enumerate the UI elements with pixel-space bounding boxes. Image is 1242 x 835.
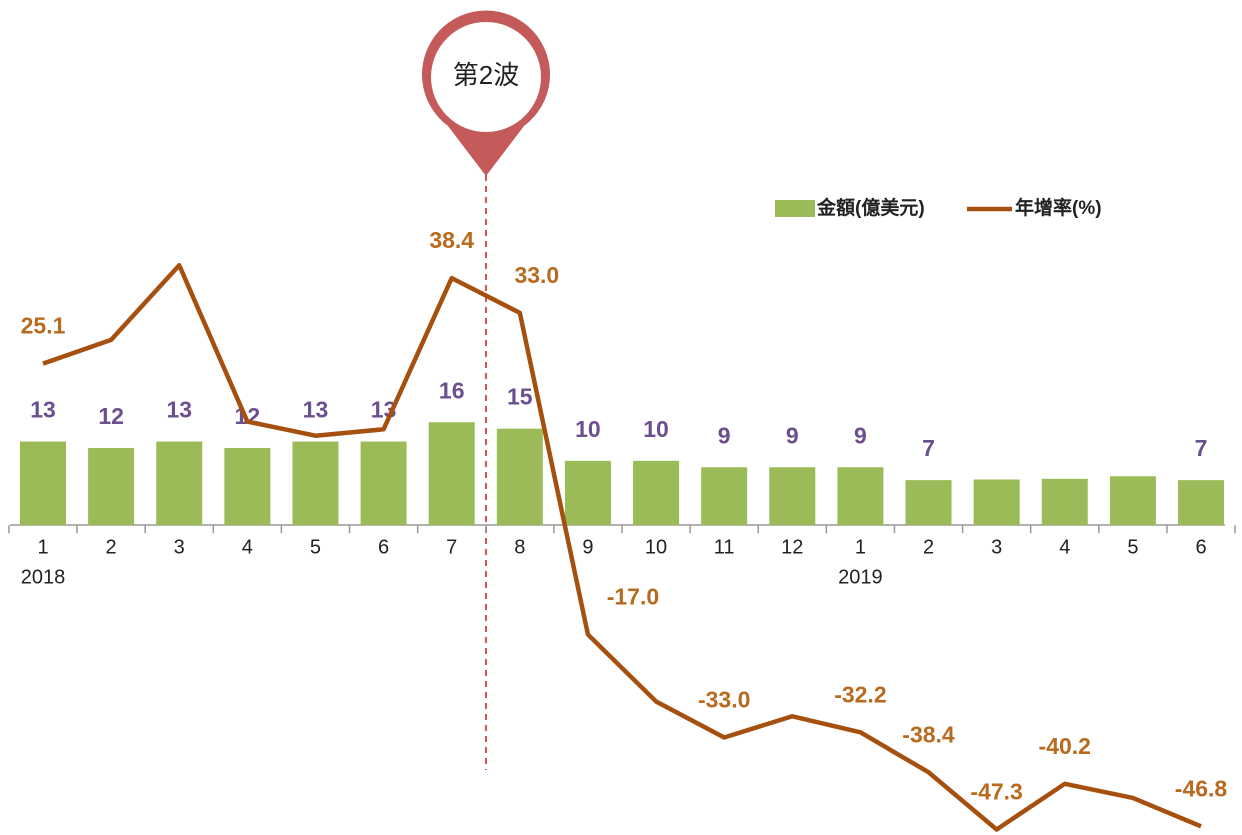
bar-value-label: 9 xyxy=(786,422,799,448)
x-tick-label: 2 xyxy=(106,536,117,558)
x-tick-label: 5 xyxy=(1127,536,1138,558)
marker-circle xyxy=(431,22,541,132)
bar xyxy=(837,467,884,526)
bar-value-label: 12 xyxy=(98,403,124,429)
bar xyxy=(701,467,748,526)
bar-value-label: 10 xyxy=(643,416,669,442)
bar-value-label: 16 xyxy=(439,377,465,403)
line-value-label: -33.0 xyxy=(698,687,750,713)
annotation: 第2波 xyxy=(453,60,519,90)
bar xyxy=(1041,478,1088,526)
bar xyxy=(20,441,66,526)
x-tick-label: 9 xyxy=(582,536,593,558)
bar xyxy=(769,467,816,526)
x-tick-label: 6 xyxy=(1195,536,1206,558)
bar-value-label: 13 xyxy=(166,397,192,423)
line-value-label: 25.1 xyxy=(21,313,66,339)
legend-label: 金額(億美元) xyxy=(816,196,925,219)
line-value-label: -38.4 xyxy=(902,721,955,747)
x-tick-label: 6 xyxy=(378,536,389,558)
x-tick-label: 3 xyxy=(991,536,1002,558)
bar-value-label: 7 xyxy=(1195,435,1208,461)
year-label: 2018 xyxy=(21,566,66,588)
bar-value-label: 13 xyxy=(30,397,56,423)
x-tick-label: 2 xyxy=(923,536,934,558)
line-value-label: -32.2 xyxy=(834,681,886,707)
bar xyxy=(428,422,475,526)
bar-value-label: 13 xyxy=(303,397,329,423)
bar xyxy=(1109,476,1156,526)
bar xyxy=(905,480,952,526)
line-value-label: 38.4 xyxy=(429,227,474,253)
line-value-label: -46.8 xyxy=(1175,775,1228,801)
bar-value-label: 15 xyxy=(507,384,533,410)
bar xyxy=(973,479,1020,526)
bar xyxy=(156,441,203,526)
bar xyxy=(496,428,543,526)
bar-value-label: 9 xyxy=(718,422,731,448)
bar-value-label: 7 xyxy=(922,435,935,461)
bar xyxy=(360,441,407,526)
legend-label: 年增率(%) xyxy=(1015,196,1102,219)
x-tick-label: 10 xyxy=(645,536,667,558)
year-label: 2019 xyxy=(838,566,883,588)
legend-swatch xyxy=(775,200,815,217)
bar xyxy=(633,460,680,526)
x-tick-label: 1 xyxy=(37,536,48,558)
line-value-label: 33.0 xyxy=(514,262,559,288)
x-tick-label: 1 xyxy=(855,536,866,558)
bar xyxy=(292,441,339,526)
bar xyxy=(564,460,611,526)
line xyxy=(42,262,1202,832)
bar xyxy=(224,447,271,526)
x-tick-label: 8 xyxy=(514,536,525,558)
x-tick-label: 4 xyxy=(242,536,253,558)
x-tick-label: 11 xyxy=(714,536,735,558)
x-tick-label: 12 xyxy=(781,536,803,558)
x-tick-label: 7 xyxy=(446,536,457,558)
bar-value-label: 10 xyxy=(575,416,601,442)
line-value-label: -47.3 xyxy=(970,779,1022,805)
bar xyxy=(1178,480,1224,526)
bar-value-label: 9 xyxy=(854,422,867,448)
x-tick-label: 5 xyxy=(310,536,321,558)
x-tick-label: 3 xyxy=(174,536,185,558)
line-value-label: -17.0 xyxy=(607,584,659,610)
bar xyxy=(88,447,135,526)
x-tick-label: 4 xyxy=(1059,536,1070,558)
line-value-label: -40.2 xyxy=(1039,733,1091,759)
